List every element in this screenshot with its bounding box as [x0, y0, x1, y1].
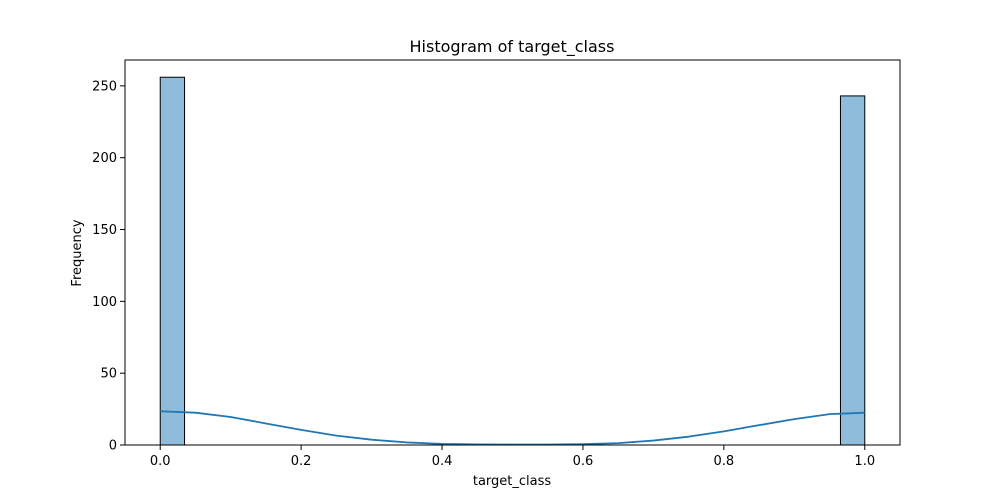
kde-line [160, 410, 865, 446]
x-tick-label: 1.0 [854, 454, 875, 469]
y-tick-label: 250 [92, 79, 117, 94]
kde-layer [160, 410, 865, 446]
x-tick-label: 0.6 [573, 454, 594, 469]
y-axis-label: Frequency [70, 219, 85, 286]
x-axis-ticks: 0.0 0.2 0.4 0.6 0.8 1.0 [150, 445, 875, 469]
x-tick-label: 0.8 [714, 454, 735, 469]
x-tick-label: 0.4 [432, 454, 453, 469]
plot-area-frame [124, 59, 901, 446]
y-axis-ticks: 0 50 100 150 200 250 [92, 79, 125, 454]
bars-layer [159, 76, 866, 446]
y-tick-label: 50 [100, 367, 117, 382]
chart-title: Histogram of target_class [410, 37, 615, 57]
histogram-bar-0 [159, 76, 186, 446]
y-tick-label: 100 [92, 295, 117, 310]
y-tick-label: 0 [109, 439, 117, 454]
y-tick-label: 150 [92, 223, 117, 238]
x-tick-label: 0.2 [291, 454, 312, 469]
histogram-bar-1 [839, 95, 866, 446]
x-axis-label: target_class [473, 474, 552, 489]
y-tick-label: 200 [92, 151, 117, 166]
x-tick-label: 0.0 [150, 454, 171, 469]
